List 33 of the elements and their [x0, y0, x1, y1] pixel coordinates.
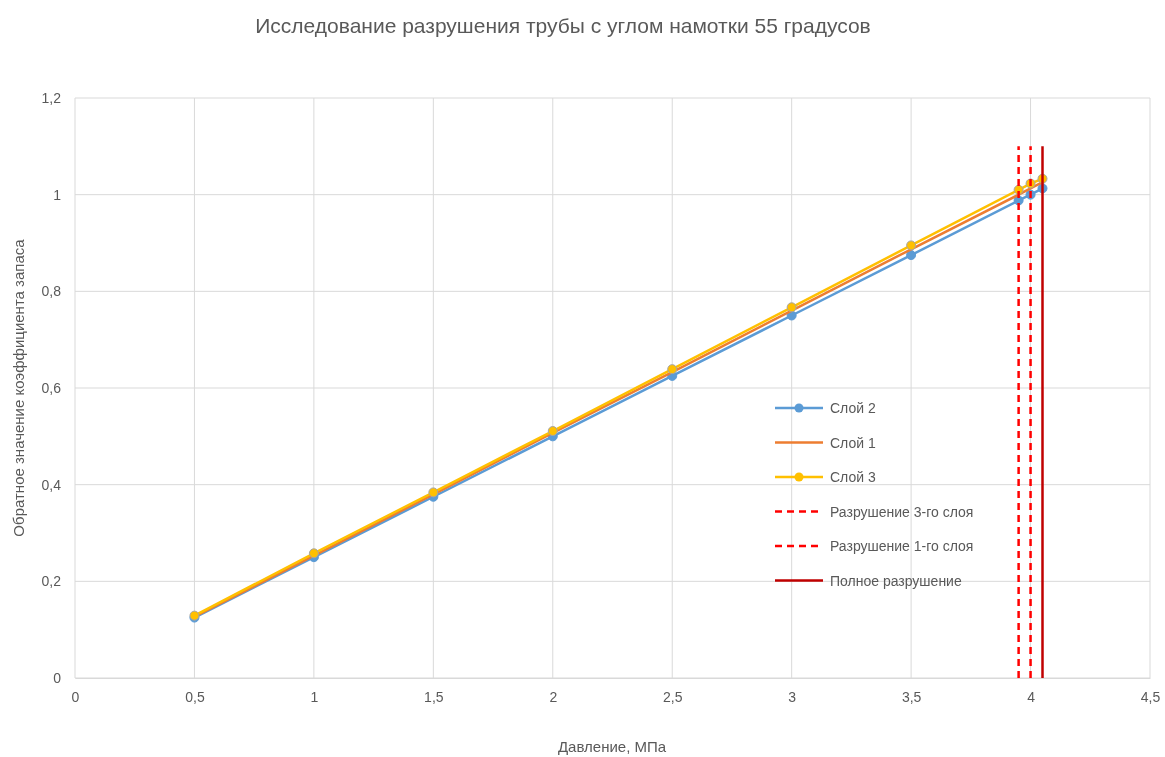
point — [428, 487, 439, 498]
x-tick-label: 3,5 — [901, 688, 922, 705]
y-tick-label: 0 — [53, 669, 62, 686]
x-tick-label: 2,5 — [662, 688, 683, 705]
y-tick-label: 1,2 — [41, 89, 62, 106]
legend-label: Слой 3 — [830, 469, 876, 485]
x-tick-label: 1 — [310, 688, 319, 705]
x-tick-label: 1,5 — [424, 688, 444, 705]
legend-label: Слой 1 — [830, 434, 876, 451]
x-axis-title: Давление, МПа — [557, 738, 667, 755]
y-tick-label: 1 — [53, 186, 62, 203]
legend-label: Разрушение 1-го слоя — [830, 538, 974, 554]
x-tick-label: 0 — [71, 688, 80, 705]
y-tick-label: 0,8 — [41, 283, 62, 300]
chart-title: Исследование разрушения трубы с углом намотки 55 градусов — [255, 14, 871, 37]
y-tick-label: 0,6 — [41, 379, 62, 396]
y-tick-label: 0,4 — [41, 476, 62, 493]
legend-label: Разрушение 3-го слоя — [830, 503, 974, 520]
point — [547, 426, 558, 437]
x-tick-label: 2 — [549, 688, 558, 705]
point — [906, 240, 917, 251]
x-tick-label: 4 — [1027, 688, 1036, 705]
legend-label: Слой 2 — [830, 400, 876, 416]
point — [786, 302, 797, 313]
x-tick-label: 4,5 — [1140, 688, 1161, 705]
x-tick-label: 3 — [788, 688, 797, 705]
point — [906, 250, 917, 261]
legend-label: Полное разрушение — [830, 572, 962, 589]
point — [667, 364, 678, 375]
y-axis-title: Обратное значение коэффициента запаса — [10, 238, 27, 537]
y-tick-label: 0,2 — [41, 573, 62, 590]
x-tick-label: 0,5 — [185, 688, 205, 705]
point — [308, 548, 319, 559]
